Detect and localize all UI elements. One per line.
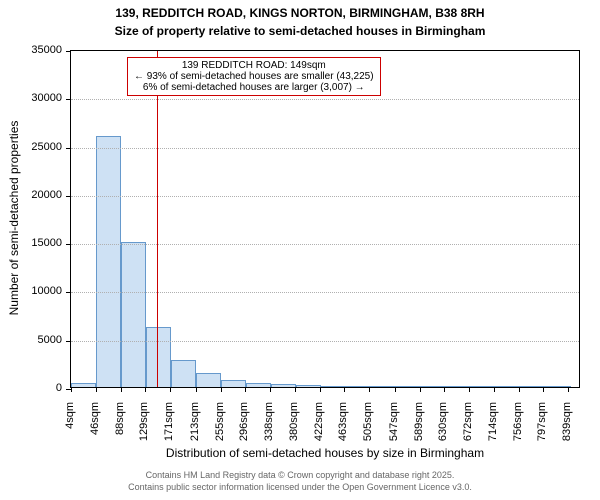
gridline [71, 244, 579, 245]
xtick-mark [221, 387, 222, 392]
xtick-mark [170, 387, 171, 392]
chart-title-line2: Size of property relative to semi-detach… [0, 24, 600, 38]
xtick-mark [494, 387, 495, 392]
xtick-mark [71, 387, 72, 392]
gridline [71, 196, 579, 197]
xtick-label: 463sqm [337, 402, 349, 441]
xtick-label: 213sqm [189, 402, 201, 441]
xtick-label: 672sqm [462, 402, 474, 441]
annotation-box: 139 REDDITCH ROAD: 149sqm ← 93% of semi-… [127, 57, 381, 96]
xtick-label: 422sqm [313, 402, 325, 441]
xtick-label: 589sqm [413, 402, 425, 441]
xtick-mark [519, 387, 520, 392]
subject-property-marker [157, 51, 158, 387]
histogram-bar [321, 386, 346, 387]
xtick-mark [245, 387, 246, 392]
xtick-mark [295, 387, 296, 392]
annotation-line3: 6% of semi-detached houses are larger (3… [134, 82, 374, 93]
xtick-mark [96, 387, 97, 392]
ytick-mark [66, 196, 71, 197]
histogram-bar [146, 327, 171, 387]
ytick-mark [66, 292, 71, 293]
xtick-label: 338sqm [263, 402, 275, 441]
histogram-bar [346, 386, 371, 387]
histogram-bar [396, 386, 421, 387]
xtick-label: 296sqm [238, 402, 250, 441]
ytick-mark [66, 148, 71, 149]
xtick-label: 839sqm [561, 402, 573, 441]
xtick-mark [344, 387, 345, 392]
chart-title-line1: 139, REDDITCH ROAD, KINGS NORTON, BIRMIN… [0, 6, 600, 20]
xtick-mark [420, 387, 421, 392]
xtick-label: 505sqm [362, 402, 374, 441]
xtick-mark [196, 387, 197, 392]
xtick-label: 255sqm [214, 402, 226, 441]
xtick-mark [320, 387, 321, 392]
histogram-bar [96, 136, 121, 387]
annotation-line1: 139 REDDITCH ROAD: 149sqm [134, 60, 374, 71]
ytick-mark [66, 341, 71, 342]
histogram-bar [221, 380, 246, 387]
footer-line1: Contains HM Land Registry data © Crown c… [0, 470, 600, 480]
xtick-label: 547sqm [388, 402, 400, 441]
xtick-mark [121, 387, 122, 392]
xtick-mark [444, 387, 445, 392]
xtick-label: 714sqm [487, 402, 499, 441]
gridline [71, 148, 579, 149]
histogram-bar [471, 386, 496, 387]
xtick-label: 797sqm [536, 402, 548, 441]
xtick-mark [543, 387, 544, 392]
xtick-mark [369, 387, 370, 392]
xtick-mark [469, 387, 470, 392]
ytick-mark [66, 51, 71, 52]
xtick-label: 4sqm [64, 402, 76, 429]
xtick-label: 88sqm [114, 402, 126, 435]
gridline [71, 99, 579, 100]
xtick-label: 630sqm [437, 402, 449, 441]
histogram-bar [296, 385, 321, 387]
xtick-mark [568, 387, 569, 392]
x-axis-label: Distribution of semi-detached houses by … [70, 446, 580, 460]
xtick-mark [270, 387, 271, 392]
gridline [71, 292, 579, 293]
ytick-mark [66, 99, 71, 100]
xtick-mark [395, 387, 396, 392]
y-axis-label: Number of semi-detached properties [7, 49, 21, 387]
xtick-label: 756sqm [512, 402, 524, 441]
xtick-label: 380sqm [288, 402, 300, 441]
annotation-line2: ← 93% of semi-detached houses are smalle… [134, 71, 374, 82]
histogram-bar [496, 386, 521, 387]
ytick-mark [66, 244, 71, 245]
xtick-label: 46sqm [89, 402, 101, 435]
plot-area: 139 REDDITCH ROAD: 149sqm ← 93% of semi-… [70, 50, 580, 388]
histogram-bar [71, 383, 96, 387]
histogram-bar [246, 383, 271, 387]
gridline [71, 341, 579, 342]
histogram-bar [421, 386, 446, 387]
footer-line2: Contains public sector information licen… [0, 482, 600, 492]
histogram-bar [271, 384, 296, 387]
histogram-chart: 139, REDDITCH ROAD, KINGS NORTON, BIRMIN… [0, 0, 600, 500]
histogram-bar [446, 386, 471, 387]
xtick-label: 129sqm [138, 402, 150, 441]
histogram-bar [196, 373, 221, 387]
xtick-label: 171sqm [163, 402, 175, 441]
xtick-mark [145, 387, 146, 392]
histogram-bar [121, 242, 146, 387]
histogram-bar [171, 360, 196, 387]
histogram-bar [371, 386, 396, 387]
